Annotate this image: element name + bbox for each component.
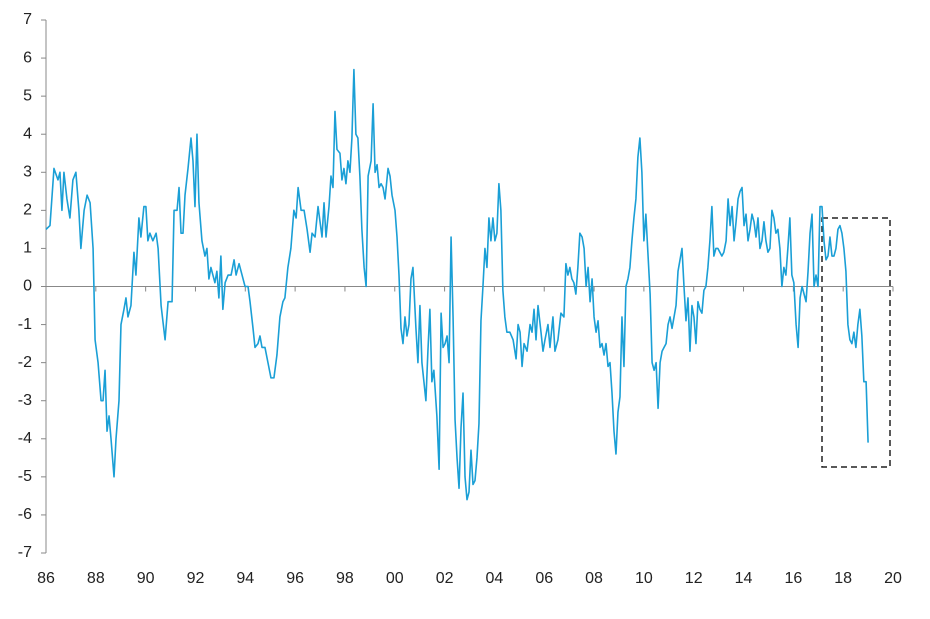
x-tick-label: 14 bbox=[735, 570, 753, 587]
x-tick-label: 00 bbox=[386, 570, 404, 587]
y-tick-label: 0 bbox=[23, 278, 32, 295]
x-tick-label: 10 bbox=[635, 570, 653, 587]
x-tick-label: 20 bbox=[884, 570, 902, 587]
y-tick-label: -7 bbox=[18, 544, 32, 561]
x-tick-label: 02 bbox=[436, 570, 454, 587]
y-tick-label: -3 bbox=[18, 392, 32, 409]
highlight-box bbox=[821, 217, 891, 468]
y-tick-label: 5 bbox=[23, 87, 32, 104]
x-tick-label: 12 bbox=[685, 570, 703, 587]
x-tick-label: 16 bbox=[784, 570, 802, 587]
y-tick-label: -2 bbox=[18, 354, 32, 371]
x-tick-label: 88 bbox=[87, 570, 105, 587]
y-tick-label: -6 bbox=[18, 506, 32, 523]
y-tick-label: -4 bbox=[18, 430, 32, 447]
x-tick-label: 94 bbox=[236, 570, 254, 587]
x-tick-label: 86 bbox=[37, 570, 55, 587]
y-tick-label: 1 bbox=[23, 240, 32, 257]
x-tick-label: 98 bbox=[336, 570, 354, 587]
y-tick-label: 6 bbox=[23, 49, 32, 66]
y-tick-label: -1 bbox=[18, 316, 32, 333]
y-tick-label: -5 bbox=[18, 468, 32, 485]
y-tick-label: 4 bbox=[23, 125, 32, 142]
data-line bbox=[45, 68, 869, 501]
x-tick-label: 04 bbox=[486, 570, 504, 587]
x-tick-label: 06 bbox=[535, 570, 553, 587]
x-tick-label: 96 bbox=[286, 570, 304, 587]
x-tick-label: 18 bbox=[834, 570, 852, 587]
y-tick-label: 3 bbox=[23, 164, 32, 181]
y-tick-label: 2 bbox=[23, 202, 32, 219]
x-tick-label: 90 bbox=[137, 570, 155, 587]
y-tick-label: 7 bbox=[23, 11, 32, 28]
x-tick-label: 92 bbox=[187, 570, 205, 587]
x-tick-label: 08 bbox=[585, 570, 603, 587]
